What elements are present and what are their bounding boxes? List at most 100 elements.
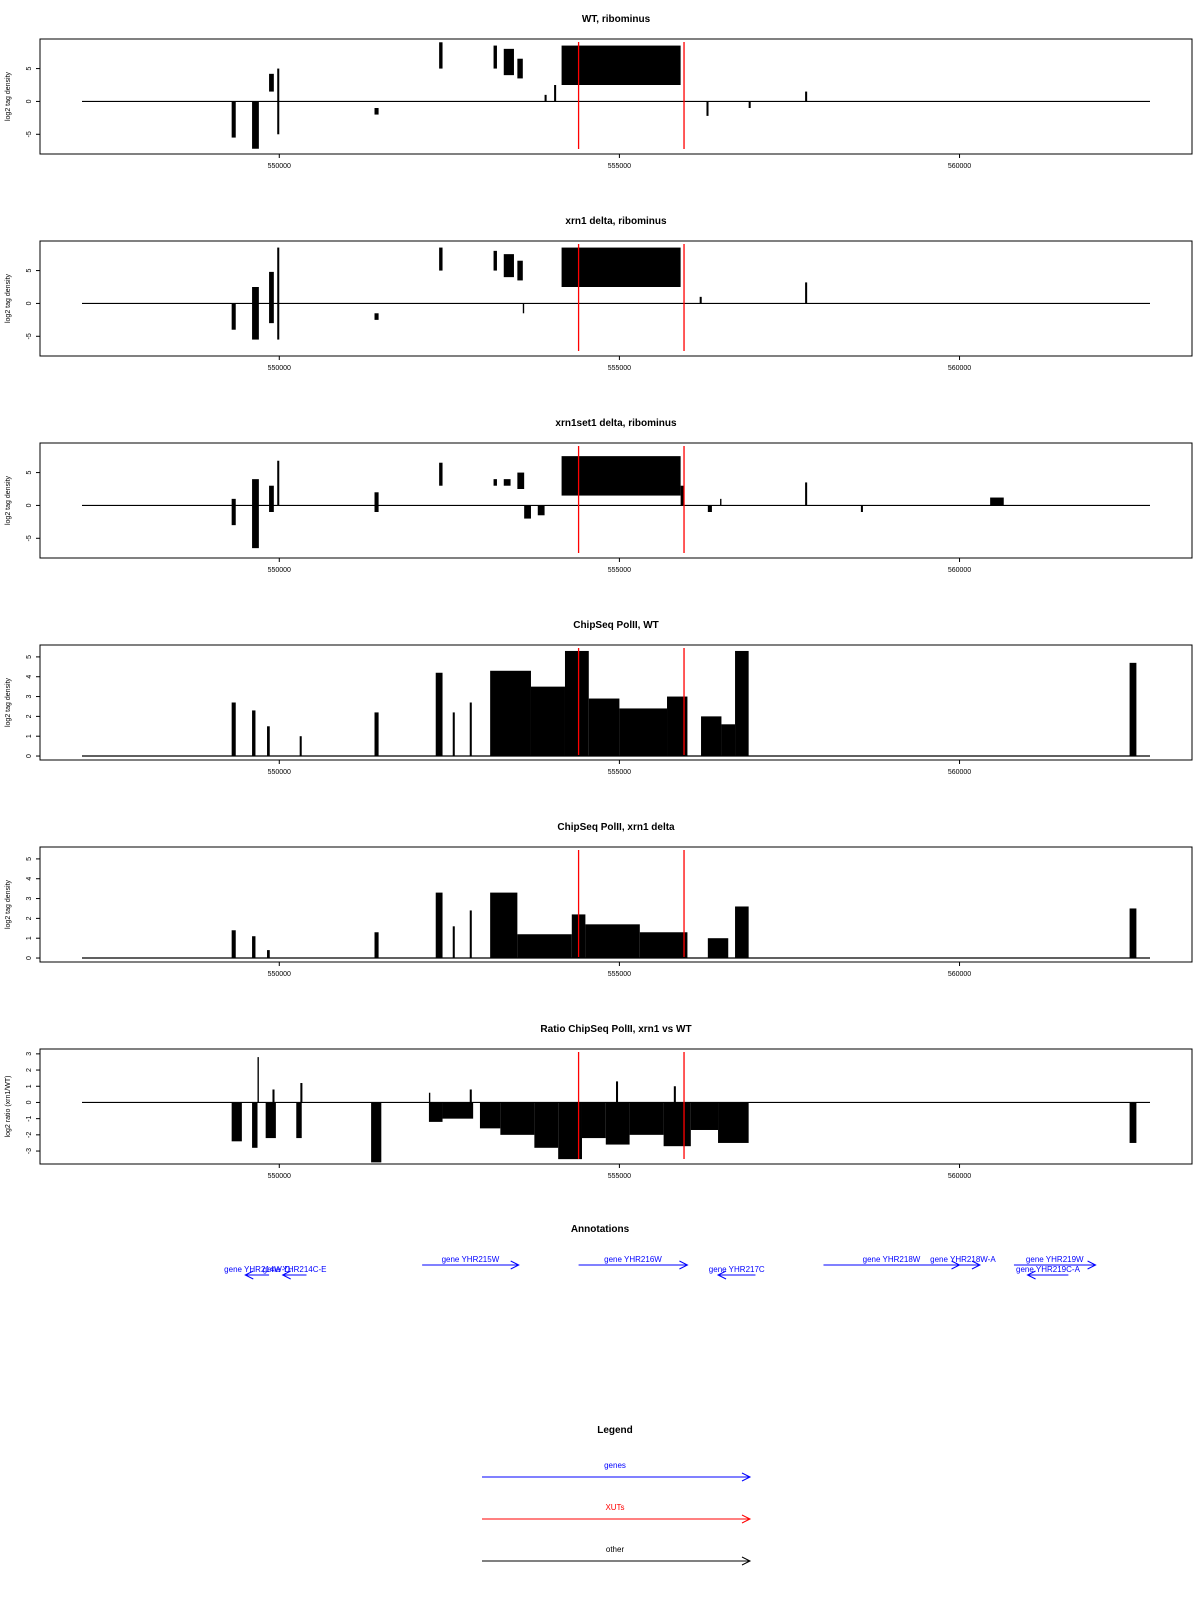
panel-5-bar-12 [707,938,729,959]
panel-6-title: Ratio ChipSeq PolII, xrn1 vs WT [540,1024,691,1035]
panel-4-bar-7 [469,702,472,757]
panel-5-xtick-label-0: 550000 [268,971,291,978]
panel-3-bar-3 [277,460,280,506]
panel-4-bar-13 [667,696,688,757]
panel-4-bar-8 [490,670,531,757]
panel-3-bar-12 [680,485,685,506]
gene-arrow-2-head [510,1260,520,1270]
panel-6-bar-21 [673,1086,676,1103]
panel-1-ytick-label-2: -5 [26,131,33,137]
gene-label-2: gene YHR215W [442,1255,500,1264]
panel-1-bar-2 [269,73,274,92]
gene-label-0: gene YHR214W-D [224,1265,290,1274]
panel-4-ytick-label-2: 3 [26,695,33,699]
panel-6-bar-22 [690,1102,719,1130]
panel-2-bar-4 [374,313,379,320]
panel-6-bar-1 [252,1102,258,1148]
panel-1-ytick-label-1: 0 [26,99,33,103]
panel-6-bar-7 [371,1102,382,1163]
panel-5-ytick-label-2: 3 [26,897,33,901]
panel-5-title: ChipSeq PolII, xrn1 delta [557,822,675,833]
legend-arrow-2-head [741,1556,752,1566]
panel-3-bar-4 [374,492,379,512]
panel-5-ylabel: log2 tag density [5,879,12,929]
panel-5-bar-2 [267,950,270,959]
panel-5-bar-6 [469,910,472,959]
panel-3-frame [39,442,1193,559]
panel-6-xtick-label-0: 550000 [268,1173,291,1180]
panel-6-bar-16 [581,1102,606,1139]
panel-5-bar-10 [585,924,640,959]
panel-4-xtick-label-0: 550000 [268,769,291,776]
panel-4-frame [39,644,1193,761]
panel-6-xtick-label-2: 560000 [948,1173,971,1180]
panel-6-ylabel: log2 ratio (xrn1/WT) [5,1076,12,1138]
panel-4-xtick-label-2: 560000 [948,769,971,776]
panel-3-title: xrn1set1 delta, ribominus [555,418,677,429]
panel-6-bar-0 [231,1102,242,1142]
panel-3-bar-8 [517,472,525,489]
panel-5-ytick-label-1: 4 [26,877,33,881]
panel-5-ytick-label-0: 5 [26,857,33,861]
panel-2-bar-11 [699,296,702,304]
panel-6-bar-13 [500,1102,535,1135]
panel-4-bar-16 [735,650,749,757]
panel-3-bar-9 [524,505,531,519]
panel-2-bar-7 [503,254,514,278]
panel-1-xtick-label-1: 555000 [608,163,631,170]
gene-arrow-3-head [679,1260,689,1270]
panel-4-ytick-label-5: 0 [26,754,33,758]
panel-6-ytick-label-5: -2 [26,1132,33,1138]
panel-6-ytick-label-6: -3 [26,1148,33,1154]
panel-4-ytick-label-4: 1 [26,734,33,738]
panel-2-bar-6 [493,250,497,271]
gene-arrow-4-head [716,1270,727,1280]
panel-1-bar-0 [231,101,236,138]
gene-label-8: gene YHR219C-A [1016,1265,1081,1274]
legend-label-0: genes [604,1461,626,1470]
panel-2-bar-1 [252,287,259,340]
panel-6-bar-9 [428,1092,431,1103]
panel-1-bar-10 [554,85,557,102]
panel-4-ylabel: log2 tag density [5,677,12,727]
panel-5-bar-3 [374,932,379,959]
panel-4-ytick-label-0: 5 [26,655,33,659]
panel-2-xtick-label-2: 560000 [948,365,971,372]
panel-1-title: WT, ribominus [582,14,651,25]
panel-1-bar-12 [706,101,709,116]
panel-6-bar-18 [616,1081,619,1103]
panel-4-bar-5 [435,672,443,757]
panel-3-xtick-label-1: 555000 [608,567,631,574]
panel-1-bar-5 [439,42,443,69]
panel-2-title: xrn1 delta, ribominus [565,216,667,227]
panel-5-xtick-label-1: 555000 [608,971,631,978]
panel-5-bar-5 [452,926,455,959]
panel-5-ytick-label-4: 1 [26,936,33,940]
panel-2-xtick-label-1: 555000 [608,365,631,372]
panel-1-bar-7 [503,48,514,76]
panel-4-ytick-label-3: 2 [26,714,33,718]
panel-3-bar-2 [269,485,274,512]
panel-5-frame [39,846,1193,963]
panel-4-bar-15 [721,724,736,757]
panel-6-bar-5 [296,1102,302,1139]
panel-3-bar-17 [990,497,1004,506]
panel-1-xtick-label-0: 550000 [268,163,291,170]
panel-6-bar-11 [469,1089,472,1103]
legend-title: Legend [597,1425,633,1436]
annotations-title: Annotations [571,1224,630,1235]
panel-6-bar-24 [1129,1102,1137,1143]
panel-6-bar-19 [629,1102,664,1135]
panel-2-bar-5 [439,247,443,271]
panel-3-bar-14 [720,498,722,506]
legend-arrow-0-head [741,1472,752,1482]
panel-1-bar-14 [805,91,808,102]
panel-3-bar-15 [805,482,808,506]
panel-3-bar-10 [537,505,545,516]
panel-6-ytick-label-1: 2 [26,1068,33,1072]
panel-5-bar-13 [735,906,749,959]
panel-4-bar-12 [619,708,668,757]
panel-3-bar-11 [561,456,681,496]
panel-6-bar-8 [428,1102,443,1122]
